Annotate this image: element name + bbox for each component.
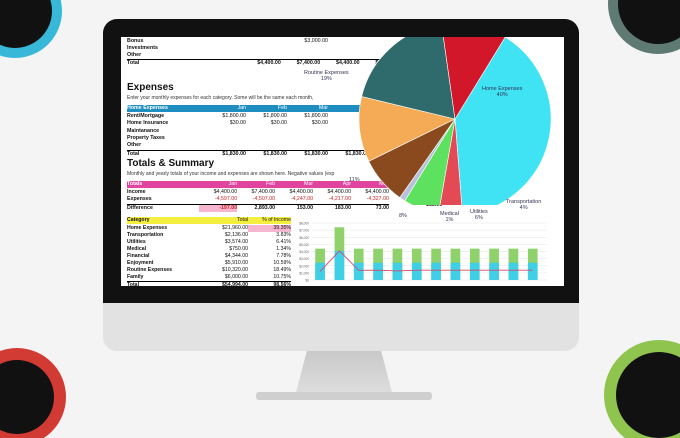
category-row: Routine Expenses $10,320.00 18.49%	[127, 267, 291, 273]
y-tick-label: $7,000	[299, 229, 309, 233]
investments-row: Investments	[127, 45, 158, 51]
expense-row: Property Taxes	[127, 134, 165, 141]
y-tick-label: $4,000	[299, 250, 309, 254]
corner-decoration-top-right	[618, 0, 680, 44]
home-slice	[454, 37, 552, 205]
expense-pie-chart	[358, 37, 552, 205]
monitor-chin	[103, 303, 579, 351]
expenses-subtitle: Enter your monthly expenses for each cat…	[127, 95, 314, 101]
monitor-stand	[295, 351, 393, 395]
category-row: Transportation $2,136.00 3.83%	[127, 232, 291, 238]
corner-decoration-bottom-left	[0, 360, 54, 434]
totals-summary-subtitle: Monthly and yearly totals of your income…	[127, 171, 335, 177]
pie-label-home: Home Expenses 40%	[482, 86, 523, 98]
expense-row: Total $1,830.00 $1,830.00 $1,830.00 $1,830.0…	[127, 149, 399, 158]
totals-row: Expenses -4,597.00 -4,507.00 -4,247.00 -4,21…	[127, 196, 389, 203]
extra-difference-value: 183.00	[426, 202, 443, 208]
expense-bar	[469, 262, 480, 280]
pie-label-eight: 8%	[399, 213, 407, 219]
category-row: Enjoyment $5,910.00 10.59%	[127, 260, 291, 266]
category-table-header: Category Total % of Income	[127, 217, 291, 224]
expense-bar	[527, 262, 538, 280]
category-row: Total $54,994.00 98.56%	[127, 281, 291, 286]
totals-row: Difference -197.00 2,893.00 153.00 183.00 73.…	[127, 203, 389, 212]
corner-decoration-bottom-right	[616, 352, 680, 438]
pie-label-transportation: Transportation 4%	[506, 199, 542, 211]
expense-bar	[353, 262, 364, 280]
transportation-slice	[439, 118, 463, 205]
expense-bar	[489, 262, 499, 280]
totals-row: Income $4,400.00 $7,400.00 $4,400.00 $4,400.…	[127, 189, 389, 195]
corner-decoration-top-left	[0, 0, 52, 48]
y-tick-label: $6,000	[299, 236, 309, 240]
monitor-base	[256, 392, 432, 400]
y-tick-label: $0	[305, 279, 309, 283]
routine-slice	[361, 37, 456, 120]
category-row: Home Expenses $21,960.00 39.35%	[127, 225, 291, 232]
family-slice	[443, 37, 506, 120]
y-tick-label: $2,000	[299, 264, 309, 268]
expense-row: Other	[127, 142, 142, 149]
y-tick-label: $5,000	[299, 243, 309, 247]
expense-bar	[334, 251, 345, 280]
difference-line	[319, 250, 533, 272]
bonus-row: Bonus $3,000.00	[127, 38, 328, 44]
expenses-title: Expenses	[127, 82, 174, 93]
income-bar-chart: $8,000 $7,000 $6,000 $5,000 $4,000 $3,000 $2,0…	[299, 222, 547, 283]
expense-row: Maintanance	[127, 127, 160, 134]
expense-bar	[411, 262, 422, 280]
pie-label-routine: Routine Expenses 19%	[304, 70, 349, 82]
expense-bar	[431, 262, 441, 280]
totals-summary-title: Totals & Summary	[127, 158, 215, 169]
category-row: Utilities $3,574.00 6.41%	[127, 239, 291, 245]
pie-label-eleven: 11%	[349, 177, 360, 183]
category-row: Financial $4,344.00 7.78%	[127, 253, 291, 259]
category-row: Medical $750.00 1.34%	[127, 246, 291, 252]
expense-bar	[508, 262, 519, 280]
pie-label-medical: Medical 1%	[440, 211, 459, 223]
expense-bar	[450, 262, 461, 280]
y-tick-label: $1,000	[299, 271, 309, 275]
expense-bar	[373, 262, 383, 280]
y-tick-label: $8,000	[299, 222, 309, 226]
other-row: Other	[127, 52, 142, 58]
enjoyment-slice	[358, 96, 456, 162]
monitor-screen: Bonus $3,000.00 Investments Other Total …	[121, 37, 564, 286]
y-tick-label: $3,000	[299, 257, 309, 261]
category-row: Family $6,000.00 10.75%	[127, 274, 291, 280]
pie-label-utilities: Utilities 6%	[470, 209, 488, 221]
